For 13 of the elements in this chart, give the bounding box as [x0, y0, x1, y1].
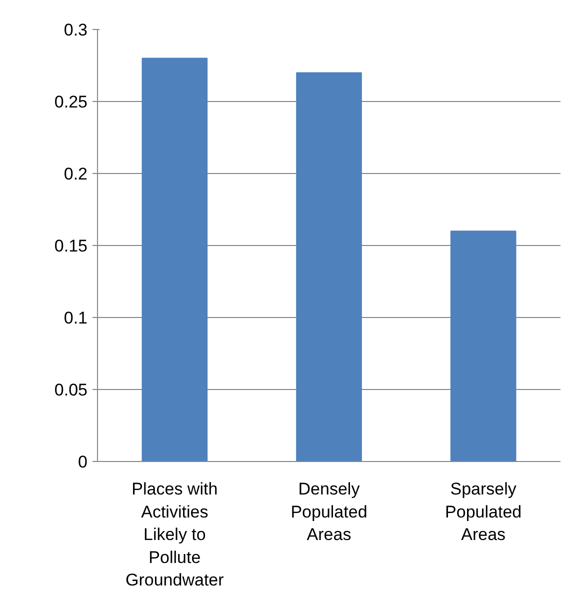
y-tick-label: 0.15	[54, 236, 88, 256]
bar	[450, 230, 516, 462]
y-tick-label: 0.2	[64, 164, 88, 184]
bar	[296, 72, 362, 462]
y-tick-label: 0.1	[64, 308, 88, 328]
y-tick-label: 0.3	[64, 20, 88, 40]
x-tick-label: Sparsely Populated Areas	[445, 480, 522, 544]
y-tick-label: 0	[78, 452, 88, 472]
x-tick-label: Places with Activities Likely to Pollute Groundwater	[126, 480, 224, 590]
y-tick-label: 0.25	[54, 92, 88, 112]
y-tick-label: 0.05	[54, 380, 88, 400]
bar	[142, 58, 208, 462]
x-tick-label: Densely Populated Areas	[290, 480, 368, 544]
